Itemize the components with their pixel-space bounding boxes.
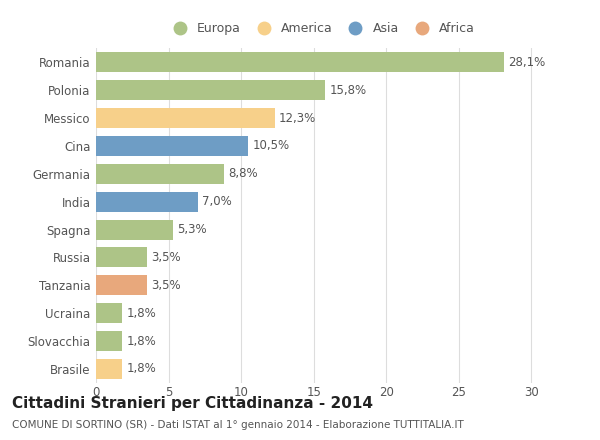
Bar — [96, 108, 275, 128]
Bar — [96, 80, 325, 100]
Text: 10,5%: 10,5% — [253, 139, 290, 152]
Text: 15,8%: 15,8% — [330, 84, 367, 97]
Text: Cittadini Stranieri per Cittadinanza - 2014: Cittadini Stranieri per Cittadinanza - 2… — [12, 396, 373, 411]
Bar — [96, 359, 122, 379]
Text: 1,8%: 1,8% — [127, 334, 156, 348]
Legend: Europa, America, Asia, Africa: Europa, America, Asia, Africa — [163, 18, 479, 39]
Text: 7,0%: 7,0% — [202, 195, 232, 208]
Text: 12,3%: 12,3% — [279, 112, 316, 125]
Bar — [96, 220, 173, 239]
Text: 8,8%: 8,8% — [228, 167, 258, 180]
Bar — [96, 331, 122, 351]
Bar — [96, 275, 147, 295]
Text: 28,1%: 28,1% — [508, 56, 545, 69]
Text: 3,5%: 3,5% — [151, 279, 181, 292]
Text: 5,3%: 5,3% — [177, 223, 207, 236]
Bar — [96, 192, 197, 212]
Bar — [96, 164, 224, 184]
Bar — [96, 52, 504, 72]
Text: 1,8%: 1,8% — [127, 307, 156, 319]
Bar — [96, 247, 147, 268]
Text: 3,5%: 3,5% — [151, 251, 181, 264]
Bar — [96, 303, 122, 323]
Bar — [96, 136, 248, 156]
Text: COMUNE DI SORTINO (SR) - Dati ISTAT al 1° gennaio 2014 - Elaborazione TUTTITALIA: COMUNE DI SORTINO (SR) - Dati ISTAT al 1… — [12, 420, 464, 430]
Text: 1,8%: 1,8% — [127, 363, 156, 375]
